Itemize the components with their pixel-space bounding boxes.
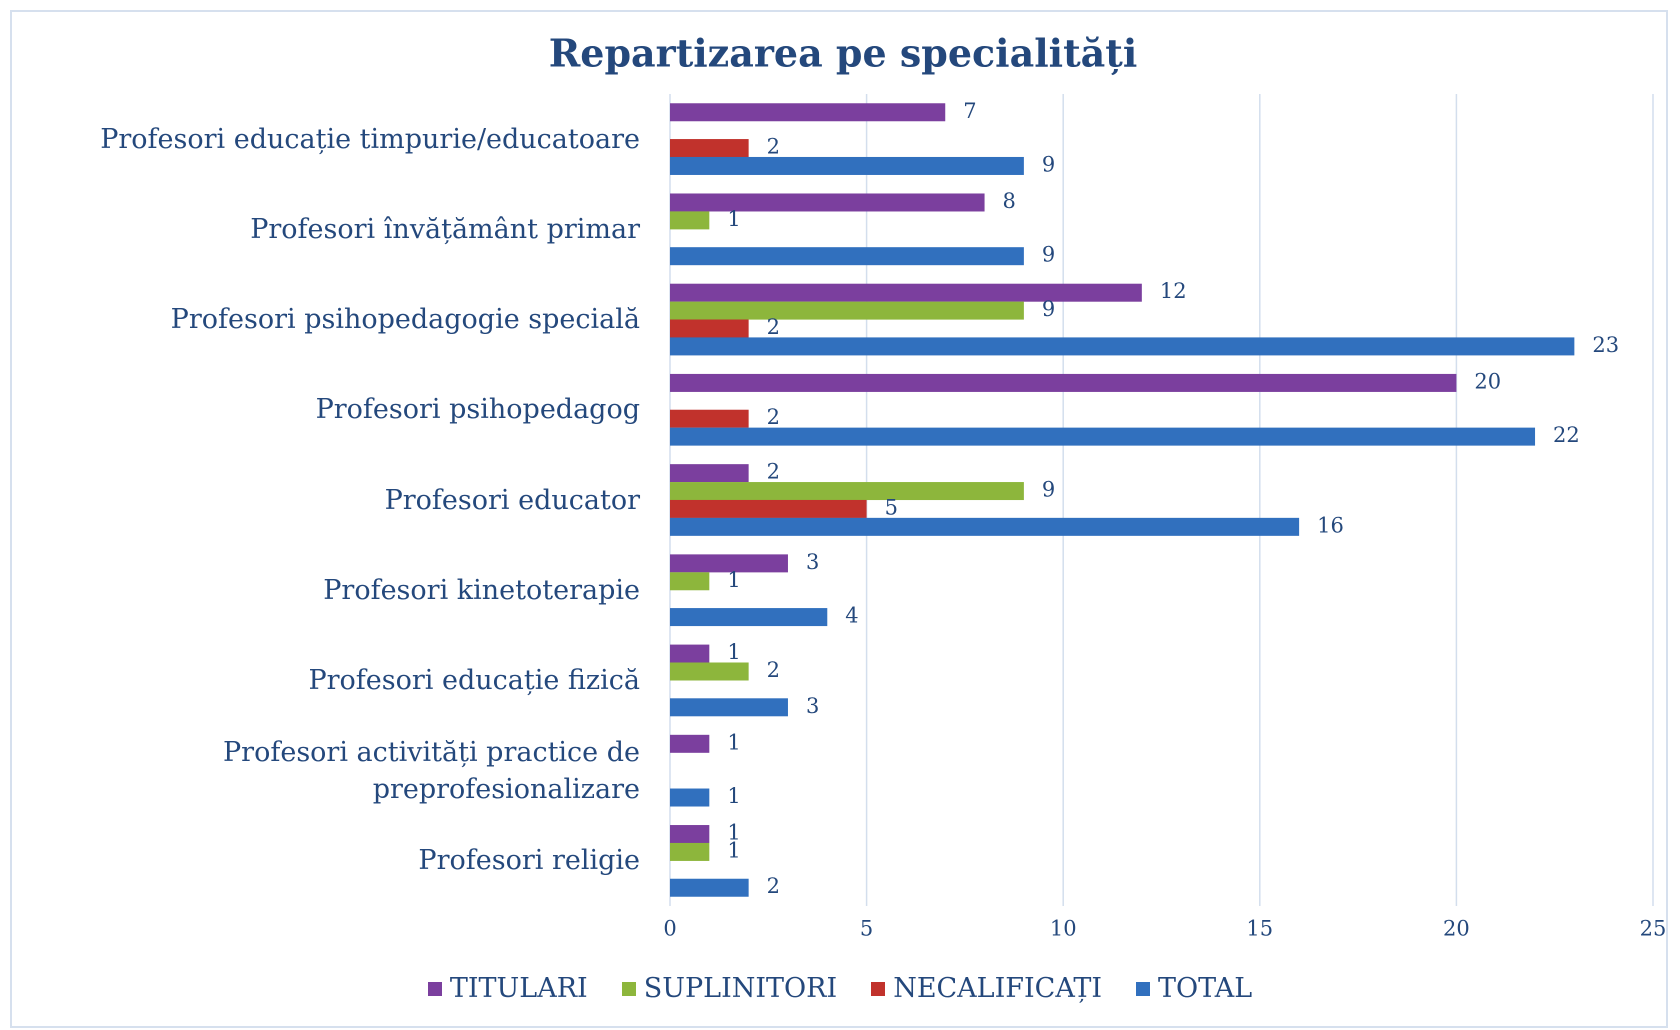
legend-label: NECALIFICAȚI [893, 973, 1103, 1004]
value-label: 1 [727, 784, 740, 808]
chart-frame [10, 10, 1668, 1028]
value-label: 2 [767, 315, 780, 339]
category-label: Profesori educație fizică [308, 664, 640, 696]
value-label: 3 [806, 694, 819, 718]
bar [670, 283, 1142, 302]
bar [670, 517, 1300, 536]
value-label: 2 [767, 135, 780, 159]
bar [670, 572, 710, 591]
bar [670, 734, 710, 753]
bar [670, 608, 828, 627]
legend-swatch [427, 981, 442, 996]
x-tick-label: 0 [663, 917, 676, 941]
legend-item: SUPLINITORI [621, 973, 838, 1004]
bar [670, 554, 788, 573]
bar [670, 482, 1024, 501]
bar [670, 427, 1536, 446]
category-label: Profesori educație timpurie/educatoare [100, 123, 640, 155]
value-label: 2 [767, 874, 780, 898]
bar [670, 139, 749, 158]
category-label: Profesori religie [418, 845, 640, 877]
bar [670, 825, 710, 844]
bar [670, 409, 749, 428]
value-label: 1 [727, 568, 740, 592]
legend-swatch [621, 981, 636, 996]
x-tick-label: 5 [860, 917, 873, 941]
legend-label: TOTAL [1158, 973, 1253, 1004]
value-label: 1 [727, 838, 740, 862]
value-label: 9 [1042, 243, 1055, 267]
bar [670, 103, 946, 122]
category-label: Profesori psihopedagog [315, 394, 640, 426]
value-label: 9 [1042, 152, 1055, 176]
value-label: 5 [885, 495, 898, 519]
value-label: 3 [806, 550, 819, 574]
bar [670, 788, 710, 807]
x-tick-label: 25 [1640, 917, 1667, 941]
value-label: 12 [1160, 279, 1187, 303]
category-label: Profesori educator [384, 484, 640, 516]
value-label: 2 [767, 658, 780, 682]
bar [670, 301, 1024, 320]
legend-item: NECALIFICAȚI [871, 973, 1102, 1004]
value-label: 2 [767, 405, 780, 429]
value-label: 1 [727, 207, 740, 231]
bar [670, 698, 788, 717]
bar [670, 499, 867, 518]
bar [670, 247, 1024, 266]
bar [670, 842, 710, 861]
value-label: 9 [1042, 478, 1055, 502]
category-label: Profesori kinetoterapie [323, 574, 640, 606]
value-label: 2 [767, 460, 780, 484]
legend-swatch [871, 981, 886, 996]
value-label: 9 [1042, 297, 1055, 321]
bar [670, 878, 749, 897]
value-label: 16 [1317, 513, 1344, 537]
category-label: Profesori activități practice de preprof… [223, 736, 640, 805]
bar [670, 193, 985, 212]
bar [670, 156, 1024, 175]
bar [670, 644, 710, 663]
category-label: Profesori psihopedagogie specială [170, 304, 640, 336]
legend-item: TOTAL [1136, 973, 1252, 1004]
value-label: 8 [1003, 189, 1016, 213]
legend-label: SUPLINITORI [643, 973, 838, 1004]
legend-swatch [1136, 981, 1151, 996]
bar [670, 211, 710, 230]
value-label: 4 [845, 604, 858, 628]
bar [670, 319, 749, 338]
value-label: 22 [1553, 423, 1580, 447]
bar [670, 464, 749, 483]
x-tick-label: 10 [1050, 917, 1077, 941]
x-tick-label: 20 [1443, 917, 1470, 941]
legend: TITULARI SUPLINITORI NECALIFICAȚI TOTAL [0, 973, 1680, 1004]
bar [670, 662, 749, 681]
value-label: 1 [727, 730, 740, 754]
chart-title: Repartizarea pe specialități [549, 31, 1138, 76]
value-label: 23 [1592, 333, 1619, 357]
bar [670, 373, 1457, 392]
value-label: 7 [963, 99, 976, 123]
x-tick-label: 15 [1246, 917, 1273, 941]
value-label: 20 [1474, 369, 1501, 393]
legend-label: TITULARI [449, 973, 588, 1004]
value-label: 1 [727, 640, 740, 664]
legend-item: TITULARI [427, 973, 588, 1004]
value-label: 1 [727, 821, 740, 845]
bar [670, 337, 1575, 356]
category-label: Profesori învățământ primar [250, 213, 640, 245]
